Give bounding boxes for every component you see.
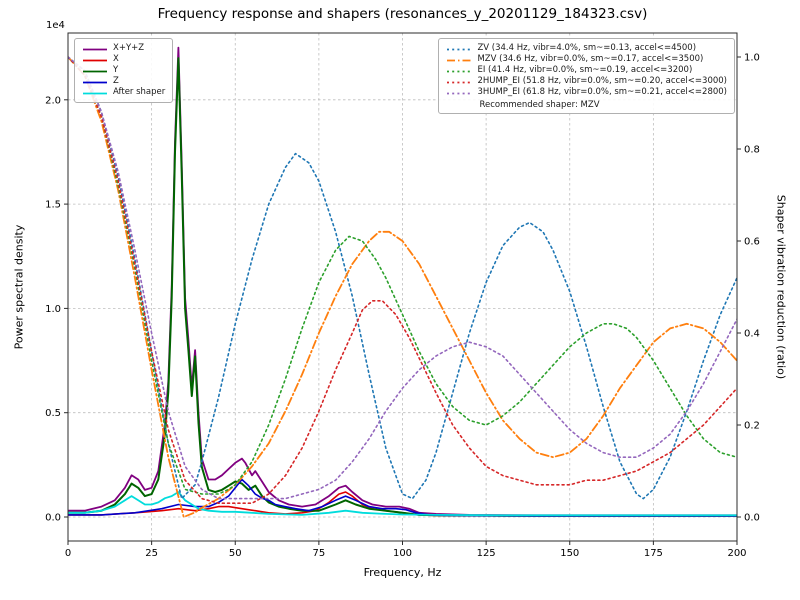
- y-right-tick-label: 1.0: [744, 53, 760, 64]
- y-left-tick-label: 2.0: [45, 95, 61, 106]
- y-left-tick-label: 0.0: [45, 513, 61, 524]
- y-right-tick-label: 0.2: [744, 421, 760, 432]
- x-tick-label: 100: [393, 548, 412, 559]
- y-right-tick-label: 0.0: [744, 513, 760, 524]
- y-axis-offset-label: 1e4: [46, 20, 65, 31]
- series-after-shaper: [68, 491, 737, 517]
- legend-swatch-dotted: [447, 48, 472, 51]
- legend-item-label: Y: [113, 65, 119, 75]
- series-3hump-ei: [68, 56, 737, 500]
- legend-item-label: MZV (34.6 Hz, vibr=0.0%, sm~=0.17, accel…: [477, 54, 704, 64]
- series-z: [68, 478, 737, 517]
- x-tick-label: 0: [65, 548, 71, 559]
- legend-swatch-solid: [83, 59, 107, 62]
- legend-swatch-solid: [83, 81, 107, 84]
- legend-psd: X+Y+Z X Y Z After shaper: [74, 38, 174, 103]
- legend-item-label: 2HUMP_EI (51.8 Hz, vibr=0.0%, sm~=0.20, …: [477, 76, 727, 86]
- legend-item: X+Y+Z: [82, 43, 165, 54]
- legend-item: After shaper: [82, 87, 166, 98]
- legend-item-label: 3HUMP_EI (61.8 Hz, vibr=0.0%, sm~=0.21, …: [477, 87, 727, 97]
- series-y: [68, 57, 737, 517]
- chart-title: Frequency response and shapers (resonanc…: [157, 6, 648, 22]
- legend-item: MZV (34.6 Hz, vibr=0.0%, sm~=0.17, accel…: [446, 54, 727, 65]
- y-right-tick-label: 0.6: [744, 237, 760, 248]
- legend-swatch-solid: [83, 48, 107, 51]
- y-right-tick-label: 0.8: [744, 145, 760, 156]
- legend-item: Z: [82, 76, 165, 87]
- x-tick-label: 75: [313, 548, 326, 559]
- legend-item-label: ZV (34.4 Hz, vibr=4.0%, sm~=0.13, accel<…: [477, 43, 697, 53]
- x-axis-label: Frequency, Hz: [363, 566, 442, 579]
- legend-item: ZV (34.4 Hz, vibr=4.0%, sm~=0.13, accel<…: [446, 43, 727, 54]
- legend-swatch-solid: [83, 92, 107, 95]
- legend-swatch-dotted: [447, 70, 472, 73]
- legend-item: EI (41.4 Hz, vibr=0.0%, sm~=0.19, accel<…: [446, 65, 727, 76]
- series-ei: [68, 56, 737, 495]
- legend-item-label: X: [113, 54, 119, 64]
- x-tick-label: 150: [560, 548, 579, 559]
- legend-swatch-dotted: [447, 81, 472, 84]
- legend-shapers: ZV (34.4 Hz, vibr=4.0%, sm~=0.13, accel<…: [438, 38, 735, 114]
- series-2hump-ei: [68, 56, 737, 505]
- y-left-tick-label: 1.5: [45, 200, 61, 211]
- series-x-y-z: [68, 46, 737, 517]
- x-tick-label: 125: [477, 548, 496, 559]
- series-mzv: [68, 56, 737, 518]
- legend-item: Y: [82, 65, 165, 76]
- x-tick-label: 50: [229, 548, 242, 559]
- legend-item-label: X+Y+Z: [113, 43, 145, 53]
- legend-swatch-solid: [83, 70, 107, 73]
- legend-item-label: EI (41.4 Hz, vibr=0.0%, sm~=0.19, accel<…: [477, 65, 693, 75]
- legend-item: X: [82, 54, 165, 65]
- legend-item-label: Z: [113, 76, 119, 86]
- legend-item-label: After shaper: [113, 87, 166, 97]
- recommended-shaper-note: Recommended shaper: MZV: [479, 100, 600, 110]
- legend-item: 2HUMP_EI (51.8 Hz, vibr=0.0%, sm~=0.20, …: [446, 76, 727, 87]
- y-right-tick-label: 0.4: [744, 329, 760, 340]
- x-tick-label: 25: [145, 548, 158, 559]
- legend-swatch-dotted: [447, 92, 472, 95]
- y-left-tick-label: 0.5: [45, 408, 61, 419]
- legend-item: 3HUMP_EI (61.8 Hz, vibr=0.0%, sm~=0.21, …: [446, 87, 727, 98]
- y-axis-right-label: Shaper vibration reduction (ratio): [774, 194, 788, 380]
- series-zv: [68, 56, 737, 500]
- y-axis-left-label: Power spectral density: [12, 224, 26, 350]
- x-tick-label: 175: [644, 548, 663, 559]
- y-left-tick-label: 1.0: [45, 304, 61, 315]
- legend-swatch-dashdot: [447, 59, 472, 62]
- x-tick-label: 200: [727, 548, 746, 559]
